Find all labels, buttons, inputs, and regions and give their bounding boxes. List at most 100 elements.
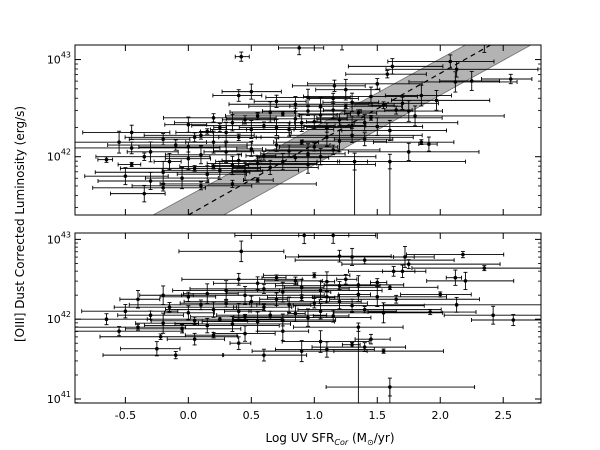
point-marker [136,297,140,302]
point-marker [192,166,197,171]
point-marker [230,120,235,125]
point-marker [218,317,222,321]
x-axis-title-sub: Cor [334,438,348,447]
point-marker [491,313,495,318]
bottom-data-point [201,311,335,332]
top-data-point [278,142,339,152]
point-marker [161,137,165,142]
point-marker [461,252,465,257]
point-marker [186,311,191,315]
point-marker [274,143,279,147]
point-marker [236,93,241,98]
point-marker [136,325,140,329]
top-data-point [82,124,171,141]
top-data-point [277,45,325,56]
bottom-data-point [338,284,439,291]
point-marker [375,295,380,299]
point-marker [236,277,241,282]
top-plot-area [75,45,539,215]
top-data-point [265,144,381,156]
point-marker [390,64,395,69]
point-marker [262,287,266,291]
top-data-point [234,51,250,62]
bottom-data-point [333,302,444,324]
top-panel: 1042 1043 [47,44,542,216]
point-marker [224,301,228,306]
top-data-point [439,70,501,91]
bottom-data-point [341,259,501,270]
point-marker [331,108,335,112]
bottom-data-point [370,278,388,287]
point-marker [428,310,432,314]
point-marker [262,353,266,357]
top-data-point [164,116,208,133]
x-tick-label: 1.0 [306,409,324,422]
point-marker [148,313,153,318]
y-tick-label: 1043 [47,51,71,67]
top-data-point [344,109,378,117]
bottom-data-point [99,333,239,340]
bottom-data-point [102,351,225,360]
bottom-data-point [333,348,444,354]
y-axis-title: [OIII] Dust Corrected Luminosity (erg/s) [13,106,27,342]
point-marker [427,142,431,146]
bottom-data-point [471,314,541,326]
bottom-data-point [233,308,372,327]
point-marker [186,295,191,299]
bottom-data-point [257,321,310,342]
point-marker [236,135,241,140]
point-marker [249,89,254,94]
point-marker [454,303,459,307]
point-marker [375,82,380,86]
point-marker [434,98,439,103]
point-marker [281,112,285,116]
bottom-data-point [354,333,391,345]
bottom-data-point [275,341,375,358]
point-marker [343,104,348,108]
point-marker [337,139,342,143]
point-marker [350,255,354,259]
top-data-point [144,167,219,190]
point-marker [356,111,361,115]
point-marker [268,165,273,170]
point-marker [331,96,335,101]
point-marker [331,233,335,238]
point-marker [255,319,260,324]
point-marker [239,249,244,254]
point-marker [406,262,411,266]
top-data-point [291,79,366,92]
point-marker [413,114,417,118]
point-marker [192,135,197,140]
point-marker [148,179,153,183]
point-marker [463,279,468,283]
point-marker [306,109,310,113]
bottom-data-point [319,293,362,310]
point-marker [199,184,203,188]
point-marker [406,109,411,113]
bottom-data-point [229,336,252,350]
bottom-data-point [367,308,477,316]
point-marker [180,176,184,180]
point-marker [161,186,165,190]
point-marker [356,283,361,287]
top-data-point [385,61,539,78]
top-data-point [481,73,533,85]
point-marker [205,172,210,176]
point-marker [350,133,354,138]
bottom-data-point [287,305,306,322]
point-marker [293,102,298,107]
bottom-data-point [232,313,337,327]
point-marker [148,150,153,154]
point-marker [454,67,459,72]
point-marker [362,137,367,142]
point-marker [385,72,390,76]
point-marker [173,143,178,147]
top-data-point [384,84,452,107]
top-data-point [482,45,487,53]
point-marker [255,178,260,182]
top-data-point [110,184,166,203]
point-marker [375,280,380,285]
point-marker [343,87,348,92]
point-marker [369,116,373,120]
